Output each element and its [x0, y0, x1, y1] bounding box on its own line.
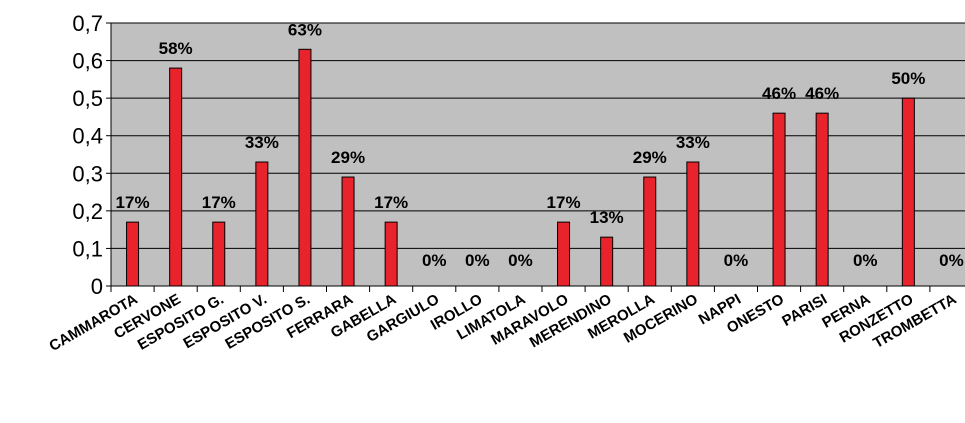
y-tick-label: 0,1 — [72, 236, 103, 261]
data-label: 17% — [202, 193, 236, 212]
data-label: 0% — [465, 251, 490, 270]
bar-mocerino — [686, 161, 700, 287]
data-label: 63% — [288, 20, 322, 39]
bar-esposito-s — [298, 48, 312, 287]
data-label: 46% — [762, 84, 796, 103]
y-tick-label: 0,5 — [72, 86, 103, 111]
plot-area-background — [111, 23, 965, 286]
bar-merolla — [643, 176, 657, 287]
gridlines — [111, 22, 965, 249]
data-label: 0% — [853, 251, 878, 270]
axes — [106, 22, 965, 292]
data-label: 46% — [805, 84, 839, 103]
data-label: 33% — [245, 133, 279, 152]
data-label: 33% — [676, 133, 710, 152]
data-labels: 17% 58% 17% 33% 63% 29% 17% 0% 0% 0% 17% 13% 29% 33% 0… — [116, 20, 964, 270]
data-label: 17% — [116, 193, 150, 212]
data-label: 13% — [590, 208, 624, 227]
data-label: 0% — [724, 251, 749, 270]
bar-gabella — [384, 221, 398, 287]
y-tick-label: 0,3 — [72, 161, 103, 186]
bar-esposito-g — [212, 221, 226, 287]
y-tick-label: 0,2 — [72, 199, 103, 224]
bar-esposito-v — [255, 161, 269, 287]
data-label: 29% — [331, 148, 365, 167]
bar-merendino — [600, 236, 614, 287]
bar-cervone — [169, 67, 183, 287]
data-label: 17% — [374, 193, 408, 212]
bar-maravolo — [557, 221, 571, 287]
y-tick-label: 0 — [91, 274, 103, 299]
y-tick-labels: 0 0,1 0,2 0,3 0,4 0,5 0,6 0,7 — [72, 11, 103, 299]
data-label: 17% — [547, 193, 581, 212]
bar-ferrara — [341, 176, 355, 287]
data-label: 58% — [159, 39, 193, 58]
bar-ronzetto — [901, 97, 915, 287]
y-tick-label: 0,4 — [72, 124, 103, 149]
bar-onesto — [772, 112, 786, 287]
y-tick-label: 0,6 — [72, 49, 103, 74]
bars — [126, 48, 915, 287]
bar-cammarota — [126, 221, 140, 287]
data-label: 0% — [508, 251, 533, 270]
bar-parisi — [815, 112, 829, 287]
data-label: 0% — [422, 251, 447, 270]
data-label: 50% — [891, 69, 925, 88]
data-label: 29% — [633, 148, 667, 167]
data-label: 0% — [939, 251, 964, 270]
y-tick-label: 0,7 — [72, 11, 103, 36]
